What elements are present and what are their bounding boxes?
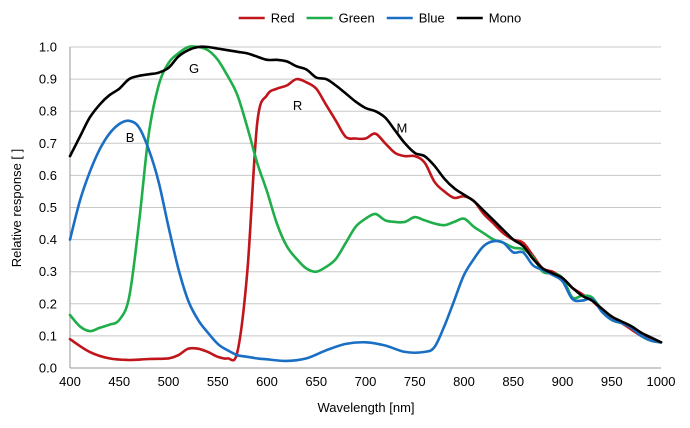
y-tick-label: 0.1: [39, 328, 57, 343]
curve-label-b: B: [126, 130, 135, 145]
x-tick-label: 800: [453, 374, 475, 389]
legend-label: Red: [271, 11, 295, 26]
y-tick-label: 0.4: [39, 232, 57, 247]
y-tick-label: 0.9: [39, 72, 57, 87]
legend-item-red: Red: [238, 11, 295, 26]
y-tick-label: 0.7: [39, 136, 57, 151]
y-axis-title: Relative response [ ]: [9, 149, 24, 268]
series-line-blue: [68, 119, 663, 363]
legend-label: Blue: [419, 11, 445, 26]
x-tick-label: 550: [207, 374, 229, 389]
x-tick-label: 600: [256, 374, 278, 389]
x-tick-label: 900: [552, 374, 574, 389]
gridlines: [70, 46, 661, 337]
curve-label-r: R: [293, 98, 302, 113]
y-tick-label: 0.6: [39, 168, 57, 183]
series-line-mono: [68, 45, 663, 344]
y-tick-label: 0.2: [39, 296, 57, 311]
y-tick-label: 0.0: [39, 361, 57, 376]
legend-item-mono: Mono: [456, 11, 522, 26]
x-tick-label: 700: [355, 374, 377, 389]
legend-item-blue: Blue: [386, 11, 445, 26]
x-tick-label: 950: [601, 374, 623, 389]
x-axis-title: Wavelength [nm]: [317, 400, 414, 415]
x-tick-label: 650: [305, 374, 327, 389]
series-lines: [68, 45, 663, 363]
x-tick-label: 400: [59, 374, 81, 389]
x-tick-label: 500: [158, 374, 180, 389]
curve-label-g: G: [189, 61, 199, 76]
curve-label-m: M: [397, 120, 408, 135]
curve-annotations: B G R M: [126, 61, 408, 145]
x-tick-label: 1000: [647, 374, 676, 389]
y-tick-label: 0.3: [39, 264, 57, 279]
legend-item-green: Green: [306, 11, 375, 26]
axes: 0.0 0.1 0.2 0.3 0.4 0.5 0.6 0.7 0.8 0.9 1.0 400 450 5…: [39, 40, 676, 390]
legend: Red Green Blue Mono: [238, 11, 522, 26]
legend-label: Mono: [489, 11, 522, 26]
y-tick-label: 1.0: [39, 40, 57, 55]
x-tick-label: 850: [502, 374, 524, 389]
y-tick-label: 0.8: [39, 104, 57, 119]
x-tick-label: 750: [404, 374, 426, 389]
x-tick-label: 450: [108, 374, 130, 389]
y-tick-label: 0.5: [39, 200, 57, 215]
legend-label: Green: [339, 11, 375, 26]
